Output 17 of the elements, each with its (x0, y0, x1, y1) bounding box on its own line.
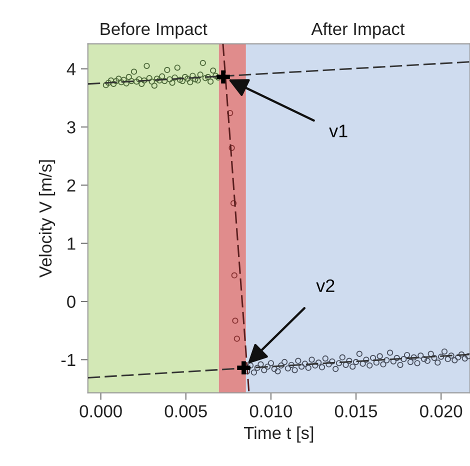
y-tick-label: 0 (67, 296, 76, 308)
annotation: v1 (329, 124, 348, 138)
y-tick-label: 2 (67, 179, 76, 192)
y-tick-label: 3 (67, 121, 76, 134)
x-tick-label: 0.005 (164, 405, 207, 418)
x-tick-label: 0.015 (334, 405, 378, 418)
x-tick-label: 0.010 (250, 405, 292, 418)
annotation: v2 (316, 279, 334, 292)
x-tick-label: 0.020 (420, 405, 462, 418)
y-axis-title: Velocity V [m/s] (38, 160, 56, 278)
x-tick-label: 0.000 (80, 405, 122, 418)
band-label: Before Impact (100, 22, 208, 39)
x-axis-title: Time t [s] (244, 426, 314, 443)
y-tick-label: 1 (68, 238, 76, 250)
y-tick-label: -1 (61, 354, 76, 366)
band-label: After Impact (311, 22, 405, 39)
y-tick-label: 4 (66, 63, 76, 76)
